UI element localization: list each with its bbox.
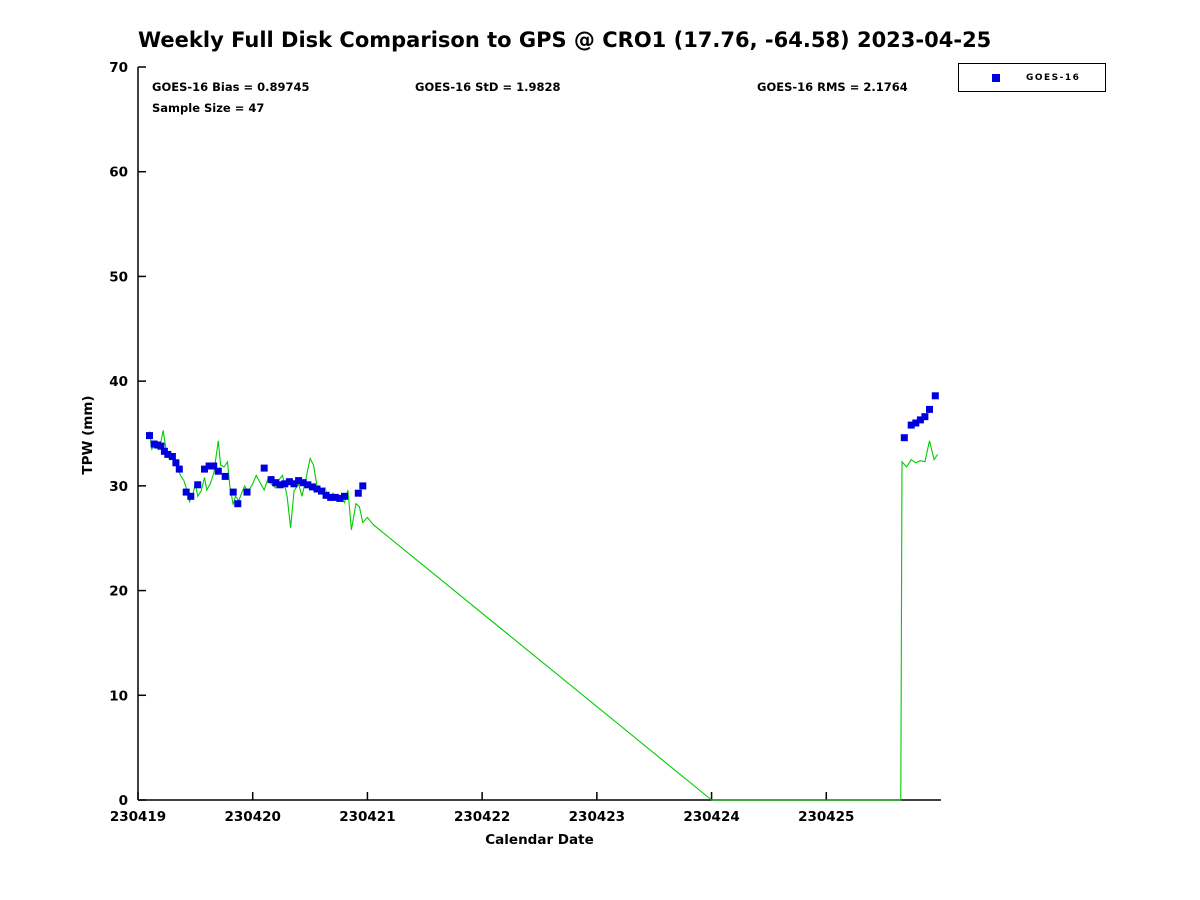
svg-text:20: 20 [109,584,128,600]
svg-text:230421: 230421 [339,809,395,825]
stat-rms: GOES-16 RMS = 2.1764 [757,80,908,94]
svg-text:230424: 230424 [683,809,739,825]
svg-text:230419: 230419 [110,809,166,825]
legend-entry-label: GOES-16 [1026,72,1081,83]
svg-text:0: 0 [119,793,128,809]
svg-text:230423: 230423 [569,809,625,825]
svg-text:40: 40 [109,374,128,390]
stat-std: GOES-16 StD = 1.9828 [415,80,561,94]
stat-bias: GOES-16 Bias = 0.89745 [152,80,310,94]
svg-text:230425: 230425 [798,809,854,825]
x-axis-label: Calendar Date [485,832,594,848]
svg-text:230420: 230420 [225,809,281,825]
legend-box: GOES-16 [958,63,1106,92]
svg-text:230422: 230422 [454,809,510,825]
chart-title: Weekly Full Disk Comparison to GPS @ CRO… [138,28,992,52]
svg-text:10: 10 [109,688,128,704]
stat-sample-size: Sample Size = 47 [152,101,265,115]
legend-marker-square-icon [992,73,1000,82]
svg-text:60: 60 [109,165,128,181]
svg-text:30: 30 [109,479,128,495]
svg-text:50: 50 [109,269,128,285]
svg-text:70: 70 [109,60,128,76]
